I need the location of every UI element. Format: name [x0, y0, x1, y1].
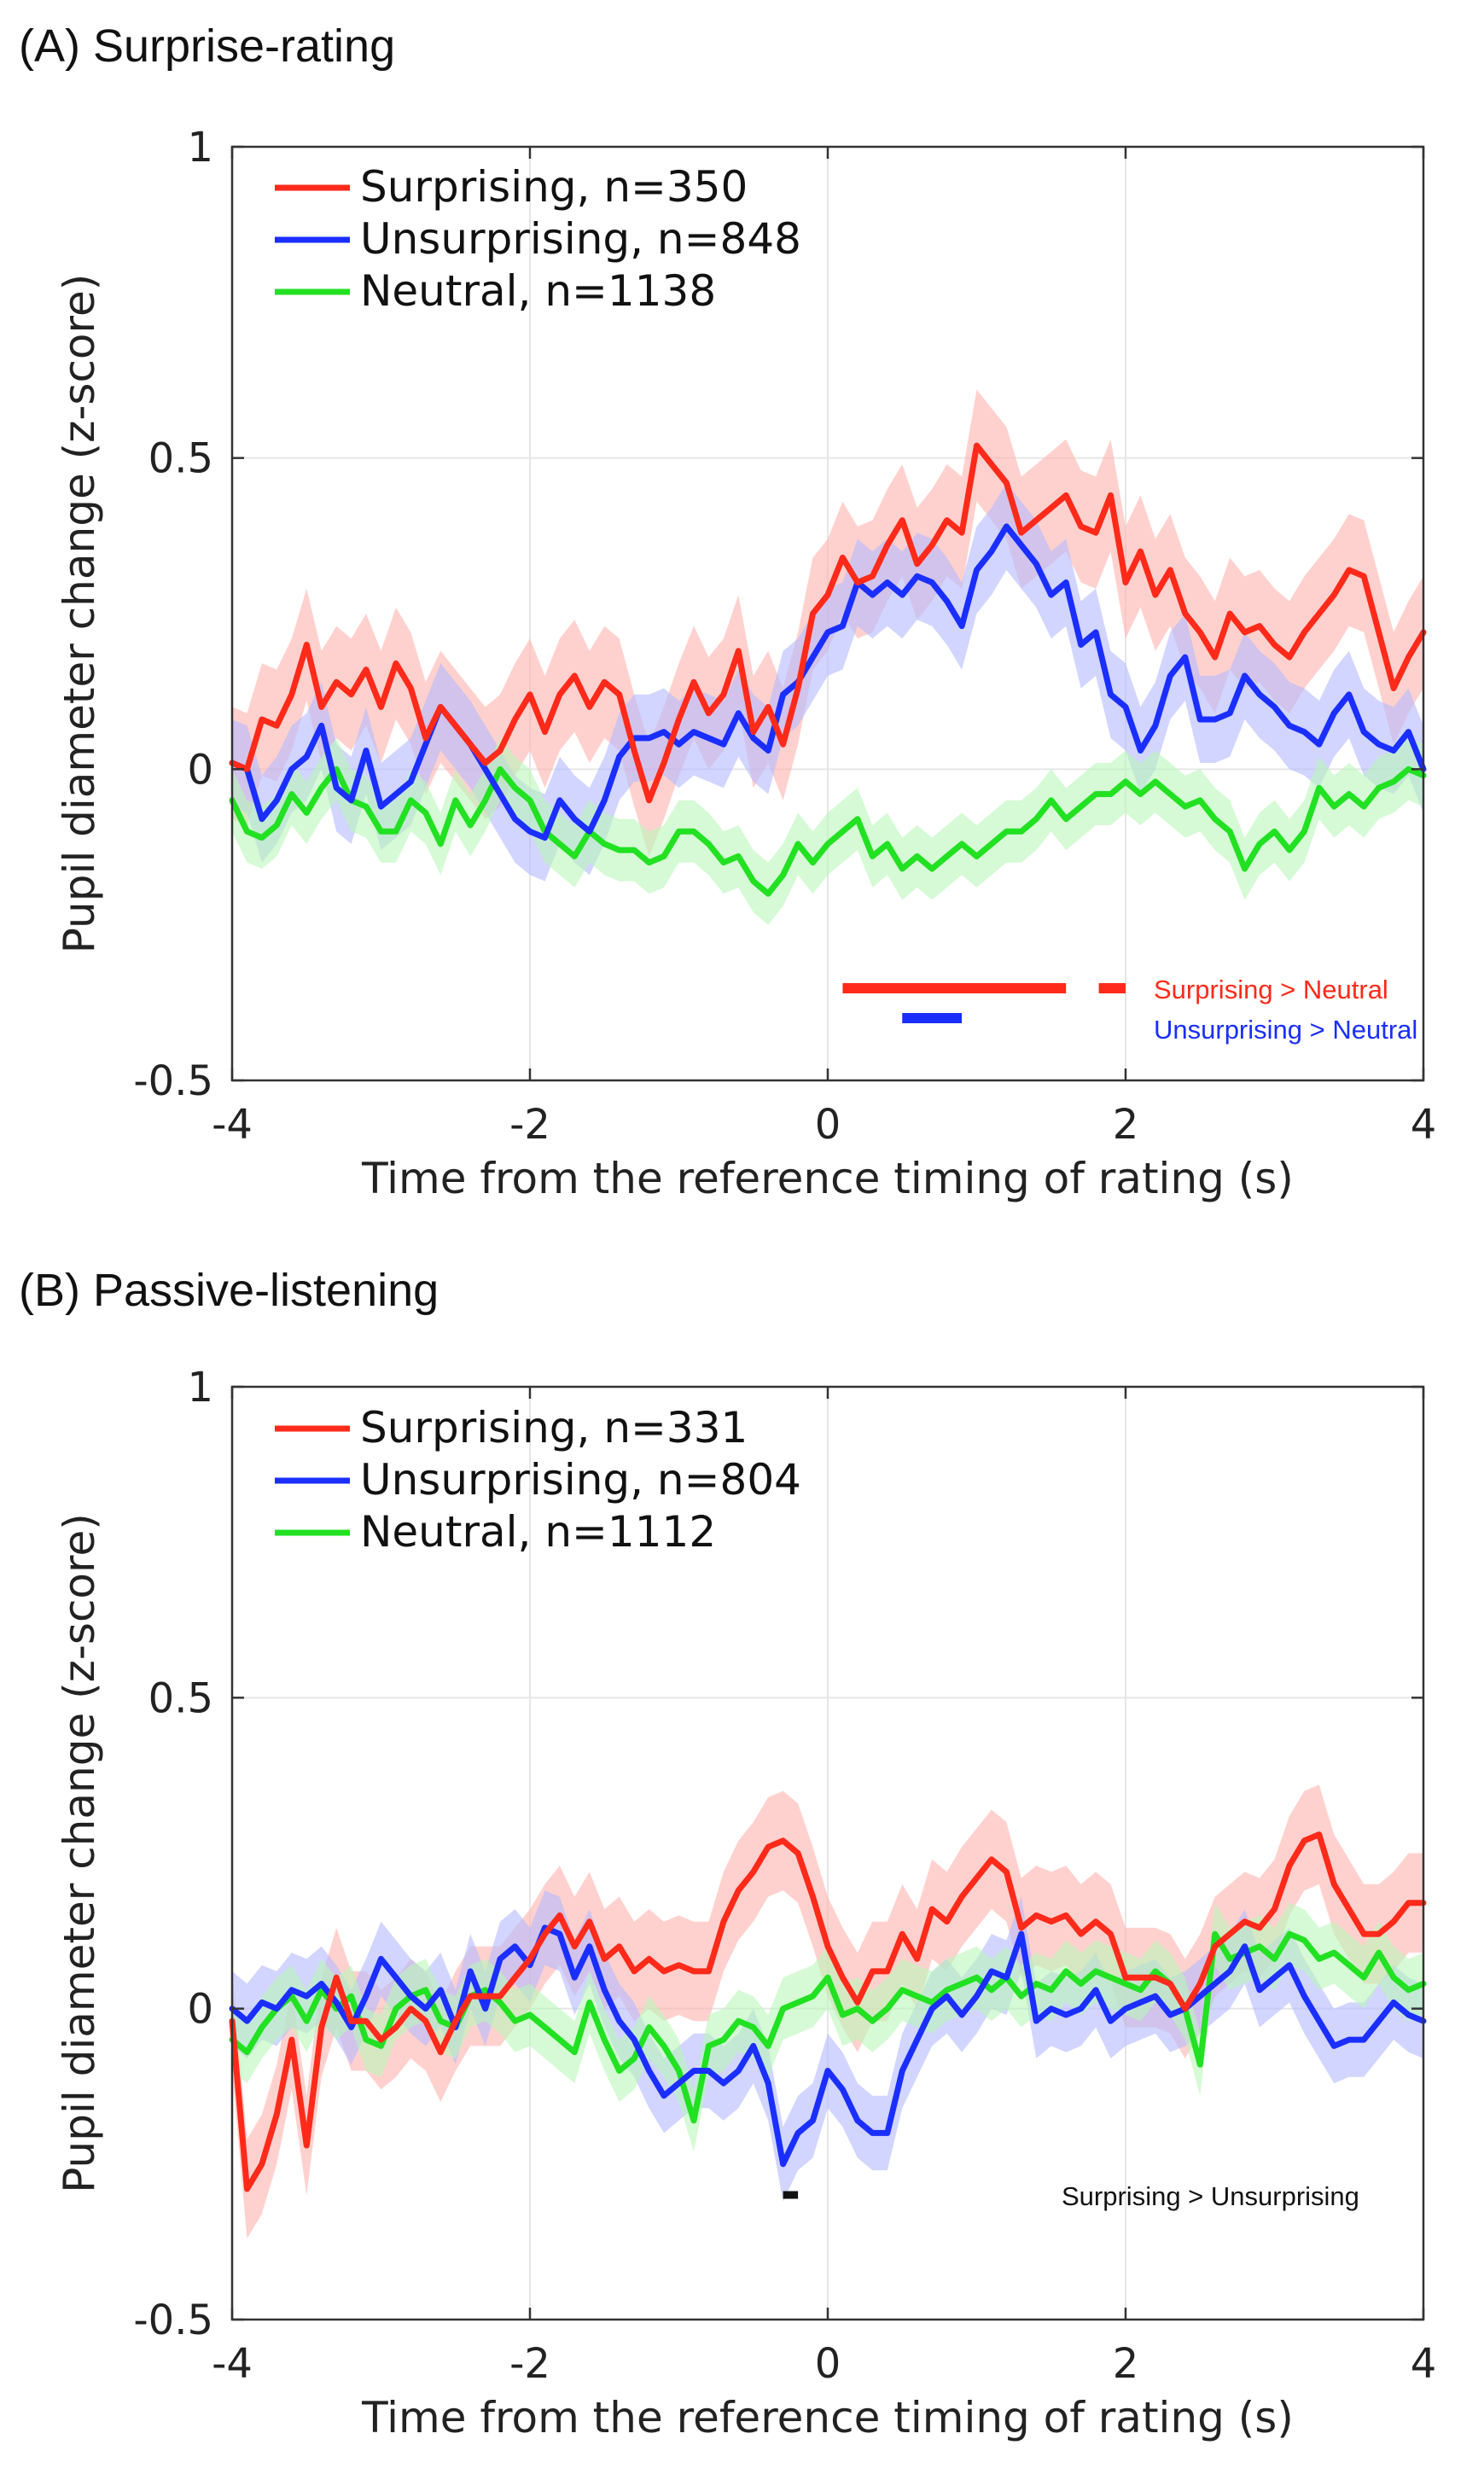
series-line-1: [229, 1831, 1427, 2192]
x-tick-label: 0: [815, 2340, 841, 2388]
legend-label-2: Unsurprising, n=848: [360, 214, 801, 264]
x-tick-label: -2: [509, 1101, 550, 1149]
x-tick-label: -4: [212, 1101, 253, 1149]
panel-b: (B) Passive-listening -4 -2 0 2 4 -0.5 0 0.5 1 Tim…: [19, 1265, 1436, 2442]
x-tick-label: 4: [1411, 2340, 1437, 2388]
significance-label: Surprising > Neutral: [1154, 975, 1388, 1004]
error-band-series-2: [232, 482, 1423, 882]
x-tick-label: 2: [1113, 1101, 1139, 1149]
panel-title: (A) Surprise-rating: [19, 20, 395, 72]
x-tick-label: -2: [509, 2340, 550, 2388]
y-axis-label: Pupil diameter change (z-score): [55, 1513, 104, 2192]
series-line-1: [229, 442, 1427, 804]
x-tick-label: 4: [1411, 1101, 1437, 1149]
significance-label: Surprising > Unsurprising: [1062, 2181, 1359, 2211]
series-line-3: [229, 766, 1427, 897]
legend-label-3: Neutral, n=1112: [360, 1507, 716, 1557]
legend-label-2: Unsurprising, n=804: [360, 1455, 801, 1505]
panel-title: (B) Passive-listening: [19, 1265, 439, 1316]
legend-label-3: Neutral, n=1138: [360, 266, 716, 316]
error-band-series-2: [232, 1890, 1423, 2202]
x-axis-label: Time from the reference timing of rating…: [361, 1154, 1294, 1203]
x-tick-label: 2: [1113, 2340, 1139, 2388]
series-line-2: [229, 1924, 1427, 2168]
y-tick-label: 0: [187, 746, 213, 794]
x-axis-label: Time from the reference timing of rating…: [361, 2393, 1294, 2442]
y-tick-label: 1: [187, 1364, 213, 1412]
y-tick-label: 0.5: [148, 1674, 213, 1722]
y-tick-label: -0.5: [133, 1057, 213, 1105]
y-tick-label: 0.5: [148, 435, 213, 483]
x-tick-label: 0: [815, 1101, 841, 1149]
y-tick-label: -0.5: [133, 2297, 213, 2344]
y-axis-label: Pupil diameter change (z-score): [55, 274, 104, 953]
panel-a: (A) Surprise-rating -4 -2 0 2 4 -0.5 0 0.5 1 Time …: [19, 20, 1436, 1203]
y-tick-label: 0: [187, 1986, 213, 2034]
legend-label-1: Surprising, n=350: [360, 162, 748, 212]
legend-label-1: Surprising, n=331: [360, 1403, 748, 1452]
error-band-series-3: [232, 1902, 1423, 2152]
x-tick-label: -4: [212, 2340, 253, 2388]
y-tick-label: 1: [187, 124, 213, 172]
significance-label: Unsurprising > Neutral: [1154, 1015, 1417, 1045]
